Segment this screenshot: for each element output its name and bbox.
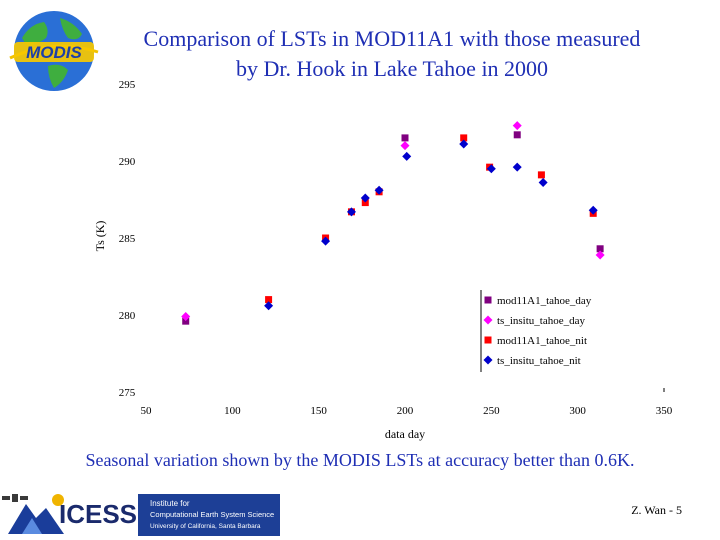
institute-line-2: Computational Earth System Science [150, 510, 274, 519]
data-point [361, 199, 369, 207]
x-tick-label: 300 [569, 405, 586, 417]
page-title: Comparison of LSTs in MOD11A1 with those… [112, 24, 672, 84]
legend-label: ts_insitu_tahoe_nit [497, 355, 581, 367]
data-point [182, 317, 190, 325]
data-point [181, 312, 191, 322]
data-point [346, 207, 356, 217]
footer-logos: ICESS Institute for Computational Earth … [2, 494, 280, 536]
title-line-2: by Dr. Hook in Lake Tahoe in 2000 [235, 56, 549, 81]
series-mod11A1_tahoe_nit [265, 134, 597, 304]
data-point [486, 164, 496, 174]
series-mod11A1_tahoe_day [182, 131, 604, 325]
data-point [400, 141, 410, 151]
slide-number: Z. Wan - 5 [631, 503, 682, 517]
data-point [265, 296, 273, 304]
caption: Seasonal variation shown by the MODIS LS… [85, 450, 635, 470]
data-point [460, 134, 468, 142]
legend-marker [483, 355, 493, 365]
y-tick-label: 295 [119, 79, 136, 91]
data-point [588, 205, 598, 215]
icess-logo-text: ICESS [59, 499, 137, 529]
institute-line-1: Institute for [150, 499, 190, 508]
data-point [264, 301, 274, 311]
satellite-icon [2, 494, 28, 502]
data-point [595, 250, 605, 260]
legend-label: mod11A1_tahoe_day [497, 295, 592, 307]
data-point [360, 193, 370, 203]
series-ts_insitu_tahoe_nit [264, 139, 598, 311]
legend-label: mod11A1_tahoe_nit [497, 335, 587, 347]
data-point [596, 245, 604, 253]
legend-marker [484, 336, 492, 344]
data-point [374, 185, 384, 195]
data-point [538, 178, 548, 188]
x-tick-label: 150 [310, 405, 327, 417]
institute-banner [138, 494, 280, 536]
logo-text: MODIS [26, 43, 82, 62]
y-tick-label: 290 [119, 156, 136, 168]
title-line-1: Comparison of LSTs in MOD11A1 with those… [143, 26, 641, 51]
data-point [512, 162, 522, 172]
legend-box [481, 290, 609, 372]
data-point [402, 151, 412, 161]
x-tick-label: 50 [141, 405, 153, 417]
x-tick-label: 200 [397, 405, 414, 417]
chart-marks [181, 121, 605, 325]
institute-line-3: University of California, Santa Barbara [150, 523, 261, 530]
x-tick-label: 350 [656, 405, 673, 417]
data-point [401, 134, 409, 142]
data-point [459, 139, 469, 149]
x-tick-label: 250 [483, 405, 500, 417]
data-point [537, 171, 545, 179]
legend-marker [484, 296, 492, 304]
scatter-chart: 50 100 150 200 250 300 350 275 280 285 290 295 data … [93, 79, 673, 441]
modis-logo: MODIS [9, 11, 99, 91]
y-tick-label: 275 [119, 387, 136, 399]
y-tick-label: 285 [119, 233, 136, 245]
x-axis-label: data day [385, 427, 425, 441]
series-ts_insitu_tahoe_day [181, 121, 605, 322]
y-axis-label: Ts (K) [93, 221, 107, 252]
data-point [512, 121, 522, 131]
data-point [321, 236, 331, 246]
icess-mountain-logo [8, 494, 64, 534]
chart-axes: 50 100 150 200 250 300 350 275 280 285 290 295 data … [93, 79, 673, 441]
chart-legend: mod11A1_tahoe_day ts_insitu_tahoe_day mod1… [480, 290, 609, 372]
y-tick-label: 280 [119, 310, 136, 322]
legend-marker [483, 315, 493, 325]
x-tick-label: 100 [224, 405, 241, 417]
data-point [513, 131, 521, 139]
legend-label: ts_insitu_tahoe_day [497, 315, 585, 327]
